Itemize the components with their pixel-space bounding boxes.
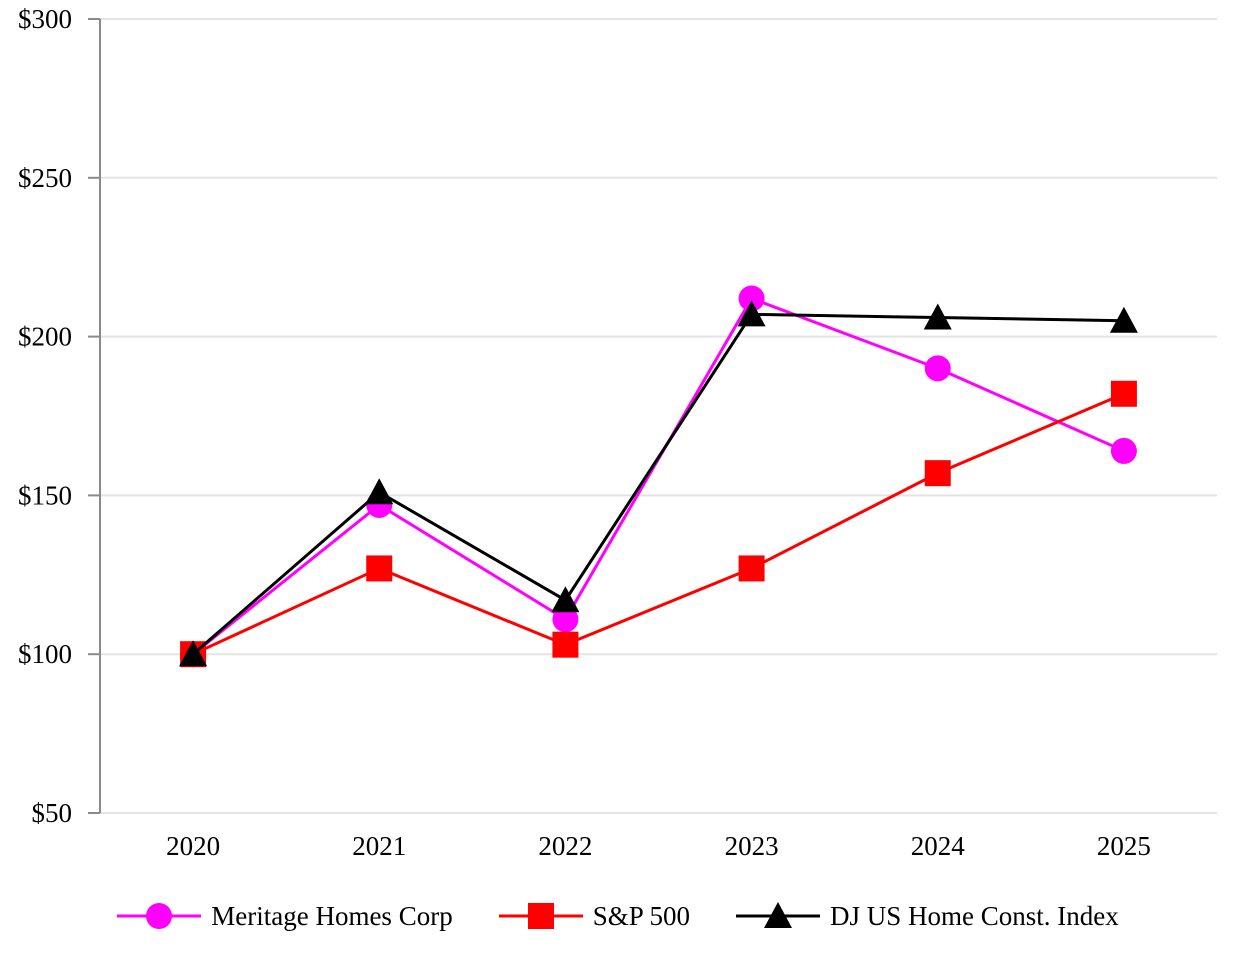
series-dj-us-home-const-index	[179, 300, 1138, 667]
chart-legend: Meritage Homes Corp S&P 500 DJ US Home Con…	[0, 898, 1236, 934]
series-line-s-p-500	[192, 392, 1125, 656]
data-point-circle-meritage-homes-corp-2022	[552, 606, 579, 633]
legend-label: S&P 500	[592, 900, 690, 931]
series-meritage-homes-corp	[180, 285, 1137, 668]
legend-marker-square	[527, 903, 554, 929]
legend-item-dj-us-home-const-index: DJ US Home Const. Index	[736, 898, 1119, 934]
x-tick-label: 2020	[166, 831, 220, 861]
data-point-triangle-dj-us-home-const-index-2022	[551, 586, 580, 613]
x-tick-label: 2025	[1097, 831, 1151, 861]
data-point-triangle-dj-us-home-const-index-2024	[923, 303, 952, 330]
x-tick-label: 2024	[911, 831, 966, 861]
legend-swatch-meritage-homes-corp	[117, 903, 202, 929]
x-tick-label: 2022	[538, 831, 592, 861]
y-tick-label: $150	[18, 480, 72, 510]
legend-label: Meritage Homes Corp	[211, 900, 453, 931]
data-point-triangle-dj-us-home-const-index-2021	[365, 478, 394, 505]
legend-item-s-p-500: S&P 500	[498, 898, 690, 934]
series-line-dj-us-home-const-index	[192, 312, 1124, 656]
y-tick-label: $50	[32, 798, 73, 828]
y-tick-label: $100	[18, 639, 72, 669]
x-tick-label: 2023	[725, 831, 779, 861]
legend-marker-circle	[146, 903, 173, 929]
data-point-square-s-p-500-2021	[366, 555, 393, 582]
data-point-square-s-p-500-2023	[738, 555, 765, 582]
x-tick-label: 2021	[352, 831, 406, 861]
legend-swatch-dj-us-home-const-index	[736, 902, 820, 928]
data-point-triangle-dj-us-home-const-index-2020	[179, 640, 208, 667]
data-point-square-s-p-500-2022	[552, 631, 579, 658]
legend-marker-triangle	[764, 902, 792, 928]
legend-item-meritage-homes-corp: Meritage Homes Corp	[117, 898, 453, 934]
data-point-square-s-p-500-2025	[1110, 380, 1137, 407]
legend-label: DJ US Home Const. Index	[830, 900, 1119, 931]
data-point-circle-meritage-homes-corp-2025	[1110, 437, 1137, 464]
data-point-square-s-p-500-2024	[924, 460, 951, 487]
y-tick-label: $200	[18, 322, 72, 352]
data-point-circle-meritage-homes-corp-2024	[924, 355, 951, 382]
legend-swatch-s-p-500	[498, 903, 583, 929]
y-tick-label: $300	[18, 4, 72, 34]
data-point-circle-meritage-homes-corp-2023	[738, 285, 765, 312]
series-line-meritage-homes-corp	[192, 296, 1125, 656]
series-s-p-500	[180, 380, 1137, 668]
data-point-triangle-dj-us-home-const-index-2025	[1109, 306, 1138, 333]
data-point-triangle-dj-us-home-const-index-2023	[737, 300, 766, 327]
y-tick-label: $250	[18, 163, 72, 193]
plot-area: $50 $100 $150 $200 $250 $300 2020 2021 2022 2023 2…	[18, 4, 1217, 861]
